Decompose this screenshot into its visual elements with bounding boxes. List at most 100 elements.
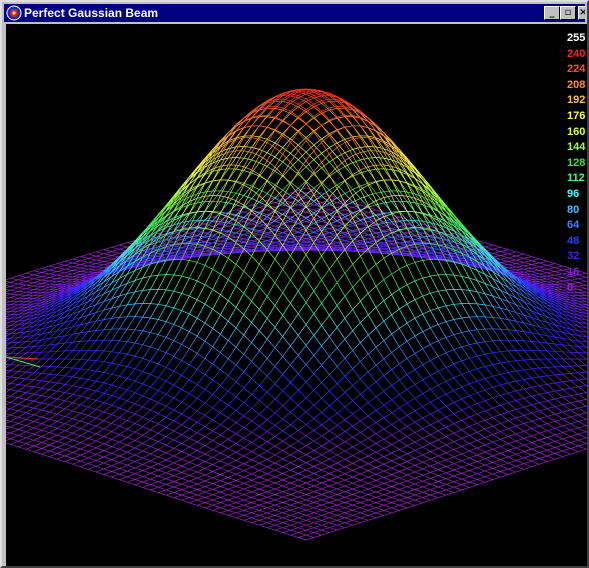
surface-grid-line (212, 211, 400, 516)
surface-grid-line (196, 130, 416, 207)
surface-grid-line (80, 231, 532, 379)
maximize-icon: ▫ (564, 7, 572, 18)
legend-label-64: 64 (567, 219, 580, 232)
surface-grid-line (251, 95, 361, 133)
surface-grid-line (103, 220, 509, 351)
surface-grid-line (165, 161, 447, 260)
surface-grid-line (220, 146, 392, 202)
surface-grid-line (33, 246, 579, 420)
surface-grid-line (165, 161, 447, 257)
legend-label-128: 128 (567, 156, 586, 169)
surface-grid-line (181, 179, 431, 270)
legend-label-32: 32 (567, 250, 580, 263)
surface-grid-line (17, 252, 587, 436)
legend-label-144: 144 (567, 141, 586, 154)
surface-grid-line (298, 90, 314, 96)
surface-grid-line (243, 116, 369, 157)
surface-grid-line (25, 247, 587, 426)
surface-grid-line (25, 248, 587, 427)
surface-grid-line (227, 106, 385, 163)
surface-grid-line (95, 218, 517, 357)
surface-grid-line (181, 152, 431, 236)
surface-grid-line (119, 235, 493, 354)
surface-grid-line (6, 247, 587, 465)
axis-indicator (6, 329, 41, 368)
surface-grid-line (142, 228, 470, 333)
surface-grid-line (196, 147, 416, 227)
surface-grid-line (212, 159, 400, 231)
surface-grid-line (142, 219, 470, 324)
surface-grid-line (150, 223, 462, 503)
surface-grid-line (196, 133, 416, 208)
surface-grid-line (220, 148, 392, 214)
surface-grid-line (18, 249, 587, 432)
gaussian-app-icon (6, 5, 22, 21)
surface-grid-line (165, 159, 447, 255)
surface-grid-line (134, 188, 478, 304)
surface-grid-line (111, 213, 501, 343)
surface-grid-line (188, 180, 424, 266)
surface-grid-line (25, 270, 587, 447)
surface-grid-line (266, 96, 346, 128)
surface-grid-line (6, 238, 587, 484)
surface-grid-line (33, 249, 579, 422)
surface-grid-line (165, 190, 447, 280)
surface-grid-line (72, 275, 540, 424)
title-bar[interactable]: Perfect Gaussian Beam _ ▫ × (4, 4, 585, 22)
surface-grid-line (181, 168, 431, 259)
surface-grid-line (72, 234, 540, 386)
surface-grid-line (235, 108, 377, 155)
surface-grid-line (212, 120, 400, 189)
surface-grid-line (80, 264, 532, 408)
surface-grid-line (64, 258, 548, 411)
surface-grid-line (25, 247, 587, 426)
surface-grid-line (157, 167, 455, 268)
surface-grid-line (173, 212, 439, 297)
legend-label-96: 96 (567, 187, 580, 200)
surface-grid-line (49, 242, 563, 408)
surface-grid-line (134, 228, 478, 337)
surface-grid-line (49, 241, 563, 406)
surface-grid-line (243, 97, 369, 141)
legend-label-48: 48 (567, 234, 580, 247)
surface-grid-line (103, 248, 509, 382)
surface-grid-line (259, 91, 353, 124)
surface-grid-line (142, 181, 470, 293)
surface-grid-line (25, 256, 587, 433)
surface-grid-line (142, 184, 470, 297)
legend-label-16: 16 (567, 265, 580, 278)
surface-grid-line (173, 190, 439, 285)
surface-grid-line (64, 261, 548, 414)
surface-grid-line (103, 212, 509, 347)
surface-grid-line (64, 238, 548, 393)
surface-grid-line (64, 244, 548, 398)
surface-grid-line (142, 180, 470, 292)
surface-grid-line (204, 125, 408, 198)
minimize-button[interactable]: _ (544, 6, 560, 20)
surface-grid-line (18, 249, 587, 432)
legend-label-208: 208 (567, 78, 586, 91)
legend-label-112: 112 (567, 172, 585, 185)
surface-grid-line (259, 100, 353, 131)
surface-grid-line (227, 116, 385, 175)
axis-line (6, 356, 39, 360)
maximize-button[interactable]: ▫ (560, 6, 576, 20)
surface-grid-line (158, 200, 454, 295)
surface-grid-line (10, 249, 587, 437)
surface-grid-line (196, 182, 416, 263)
close-button[interactable]: × (578, 6, 585, 20)
surface-grid-line (56, 239, 556, 400)
surface-grid-line (103, 212, 509, 346)
surface-grid-line (212, 146, 400, 206)
surface-grid-line (259, 102, 353, 140)
legend-label-255: 255 (567, 32, 586, 44)
axis-line (6, 356, 41, 368)
surface-grid-line (72, 231, 540, 383)
surface-grid-line (87, 237, 525, 381)
close-icon: × (579, 7, 585, 18)
surface-grid-line (165, 180, 447, 280)
legend-label-0: 0 (567, 281, 574, 294)
surface-grid-line (80, 238, 532, 383)
surface-grid-line (95, 226, 517, 366)
surface-grid-line (111, 212, 501, 340)
